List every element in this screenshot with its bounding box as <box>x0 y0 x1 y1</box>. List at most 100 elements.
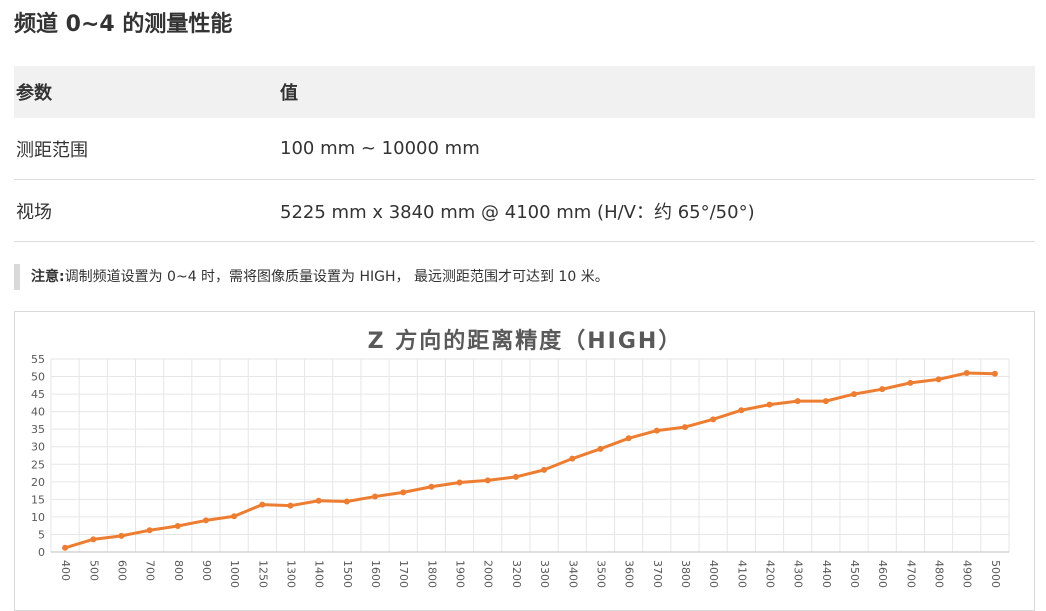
x-tick-label: 4500 <box>848 560 861 588</box>
x-tick-label: 3800 <box>679 560 692 588</box>
data-point <box>766 401 773 408</box>
y-tick-label: 5 <box>38 528 45 541</box>
data-point <box>625 435 632 442</box>
x-tick-label: 3700 <box>651 560 664 588</box>
x-tick-label: 1500 <box>341 560 354 588</box>
data-point <box>879 386 886 393</box>
data-point <box>484 477 491 484</box>
row-param: 测距范围 <box>14 118 278 180</box>
y-axis: 0 5 10 15 20 25 30 35 40 45 50 55 <box>31 353 45 559</box>
chart-frame: Z 方向的距离精度（HIGH） 0 5 10 15 20 25 30 35 40 45 50 55 4… <box>14 311 1035 611</box>
y-tick-label: 50 <box>31 371 45 384</box>
x-tick-label: 600 <box>115 560 128 581</box>
header-value: 值 <box>278 66 1035 118</box>
x-tick-label: 1600 <box>369 560 382 588</box>
data-point <box>569 455 576 462</box>
x-tick-label: 4900 <box>961 560 974 588</box>
note-label: 注意: <box>31 269 65 285</box>
x-tick-label: 4400 <box>820 560 833 588</box>
data-point <box>512 473 519 480</box>
data-point <box>287 502 294 509</box>
x-tick-label: 2000 <box>482 560 495 588</box>
x-tick-label: 5000 <box>989 560 1002 588</box>
accuracy-line-chart: Z 方向的距离精度（HIGH） 0 5 10 15 20 25 30 35 40 45 50 55 4… <box>31 328 1010 588</box>
data-point <box>118 532 125 539</box>
x-tick-label: 1400 <box>313 560 326 588</box>
x-tick-label: 4000 <box>707 560 720 588</box>
x-tick-label: 4300 <box>792 560 805 588</box>
data-point <box>456 479 463 486</box>
y-tick-label: 35 <box>31 423 45 436</box>
data-point <box>146 527 153 534</box>
x-tick-label: 3600 <box>623 560 636 588</box>
x-tick-label: 800 <box>172 560 185 581</box>
data-point <box>738 407 745 414</box>
data-point <box>991 370 998 377</box>
data-point <box>400 489 407 496</box>
row-value: 100 mm ~ 10000 mm <box>278 118 1035 180</box>
x-axis: 400 500 600 700 800 900 1000 1250 1300 1400 1500 16… <box>51 551 1009 588</box>
x-tick-label: 500 <box>87 560 100 581</box>
x-tick-label: 4100 <box>735 560 748 588</box>
table-row: 视场 5225 mm x 3840 mm @ 4100 mm (H/V：约 65… <box>14 179 1035 242</box>
data-point <box>428 483 435 490</box>
x-tick-label: 1800 <box>425 560 438 588</box>
data-point <box>541 466 548 473</box>
data-point <box>963 370 970 377</box>
x-tick-label: 3300 <box>538 560 551 588</box>
data-point <box>907 379 914 386</box>
data-point <box>710 416 717 423</box>
table-row: 测距范围 100 mm ~ 10000 mm <box>14 118 1035 180</box>
data-point <box>597 445 604 452</box>
chart-grid <box>50 358 1010 553</box>
x-tick-label: 4600 <box>876 560 889 588</box>
x-tick-label: 400 <box>59 560 72 581</box>
data-point <box>343 498 350 505</box>
table-header-row: 参数 值 <box>14 66 1035 118</box>
data-point <box>90 536 97 543</box>
y-tick-label: 45 <box>31 388 45 401</box>
page-title: 频道 0~4 的测量性能 <box>14 12 233 37</box>
x-tick-label: 700 <box>144 560 157 581</box>
x-tick-label: 900 <box>200 560 213 581</box>
parameter-table: 参数 值 测距范围 100 mm ~ 10000 mm 视场 5225 mm x… <box>14 66 1035 242</box>
row-value: 5225 mm x 3840 mm @ 4100 mm (H/V：约 65°/5… <box>278 179 1035 242</box>
y-tick-label: 25 <box>31 458 45 471</box>
x-tick-label: 3200 <box>510 560 523 588</box>
data-point <box>231 513 238 520</box>
x-tick-label: 4200 <box>764 560 777 588</box>
data-point <box>935 376 942 383</box>
data-point <box>851 391 858 398</box>
data-point <box>259 501 266 508</box>
chart-series <box>62 370 998 551</box>
x-tick-label: 4800 <box>933 560 946 588</box>
data-point <box>62 544 69 551</box>
y-tick-label: 30 <box>31 441 45 454</box>
x-tick-label: 1300 <box>285 560 298 588</box>
data-point <box>653 427 660 434</box>
note-callout: 注意:调制频道设置为 0~4 时，需将图像质量设置为 HIGH， 最远测距范围才… <box>14 264 1014 290</box>
x-tick-label: 1250 <box>256 560 269 588</box>
data-point <box>681 424 688 431</box>
y-tick-label: 55 <box>31 353 45 366</box>
x-tick-label: 4700 <box>904 560 917 588</box>
x-tick-label: 3500 <box>594 560 607 588</box>
chart-title: Z 方向的距离精度（HIGH） <box>368 328 683 354</box>
note-text: 调制频道设置为 0~4 时，需将图像质量设置为 HIGH， 最远测距范围才可达到… <box>64 269 609 285</box>
x-tick-label: 1900 <box>454 560 467 588</box>
data-point <box>822 398 829 405</box>
y-tick-label: 10 <box>31 511 45 524</box>
y-tick-label: 15 <box>31 493 45 506</box>
data-point <box>372 493 379 500</box>
x-tick-label: 1700 <box>397 560 410 588</box>
data-point <box>174 523 181 530</box>
data-point <box>315 497 322 504</box>
row-param: 视场 <box>14 179 278 242</box>
y-tick-label: 0 <box>38 546 45 559</box>
series-line <box>63 371 997 550</box>
header-param: 参数 <box>14 66 278 118</box>
data-point <box>202 517 209 524</box>
y-tick-label: 40 <box>31 406 45 419</box>
y-tick-label: 20 <box>31 476 45 489</box>
x-tick-label: 1000 <box>228 560 241 588</box>
